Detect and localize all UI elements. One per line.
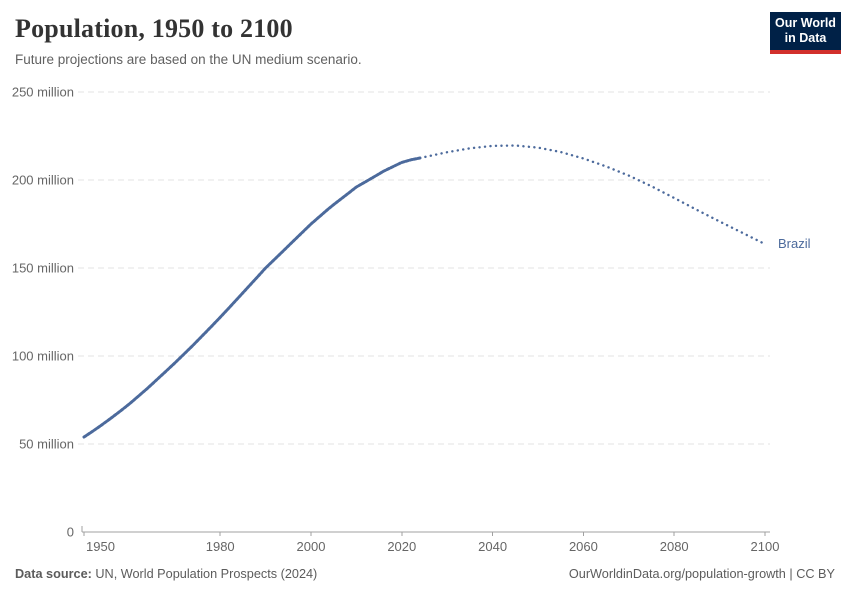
x-axis-label: 2040 <box>478 539 507 554</box>
x-axis-label: 1980 <box>206 539 235 554</box>
x-axis-label: 2080 <box>660 539 689 554</box>
x-axis-label: 1950 <box>86 539 115 554</box>
data-source-label: Data source: <box>15 567 92 581</box>
y-axis-label: 100 million <box>12 349 74 364</box>
y-axis-label: 150 million <box>12 261 74 276</box>
series-line-dotted <box>418 144 767 246</box>
y-axis-label: 50 million <box>19 437 74 452</box>
series-end-label: Brazil <box>778 236 811 251</box>
data-source-text: UN, World Population Prospects (2024) <box>91 567 318 581</box>
y-axis-label: 250 million <box>12 85 74 100</box>
x-axis-label: 2100 <box>751 539 780 554</box>
x-axis-label: 2020 <box>387 539 416 554</box>
chart-subtitle: Future projections are based on the UN m… <box>15 52 362 67</box>
owid-logo-line2: in Data <box>784 31 827 45</box>
x-axis-label: 2060 <box>569 539 598 554</box>
chart-footer: Data source: UN, World Population Prospe… <box>15 567 835 581</box>
data-source: Data source: UN, World Population Prospe… <box>15 567 317 581</box>
series-line-solid <box>82 156 422 439</box>
y-axis-label: 0 <box>67 525 74 540</box>
footer-credit: OurWorldinData.org/population-growth | C… <box>568 567 835 581</box>
owid-logo-line1: Our World <box>775 16 836 30</box>
owid-logo: Our World in Data <box>770 12 841 54</box>
y-axis-label: 200 million <box>12 173 74 188</box>
page-title: Population, 1950 to 2100 <box>15 14 293 43</box>
x-axis-label: 2000 <box>297 539 326 554</box>
